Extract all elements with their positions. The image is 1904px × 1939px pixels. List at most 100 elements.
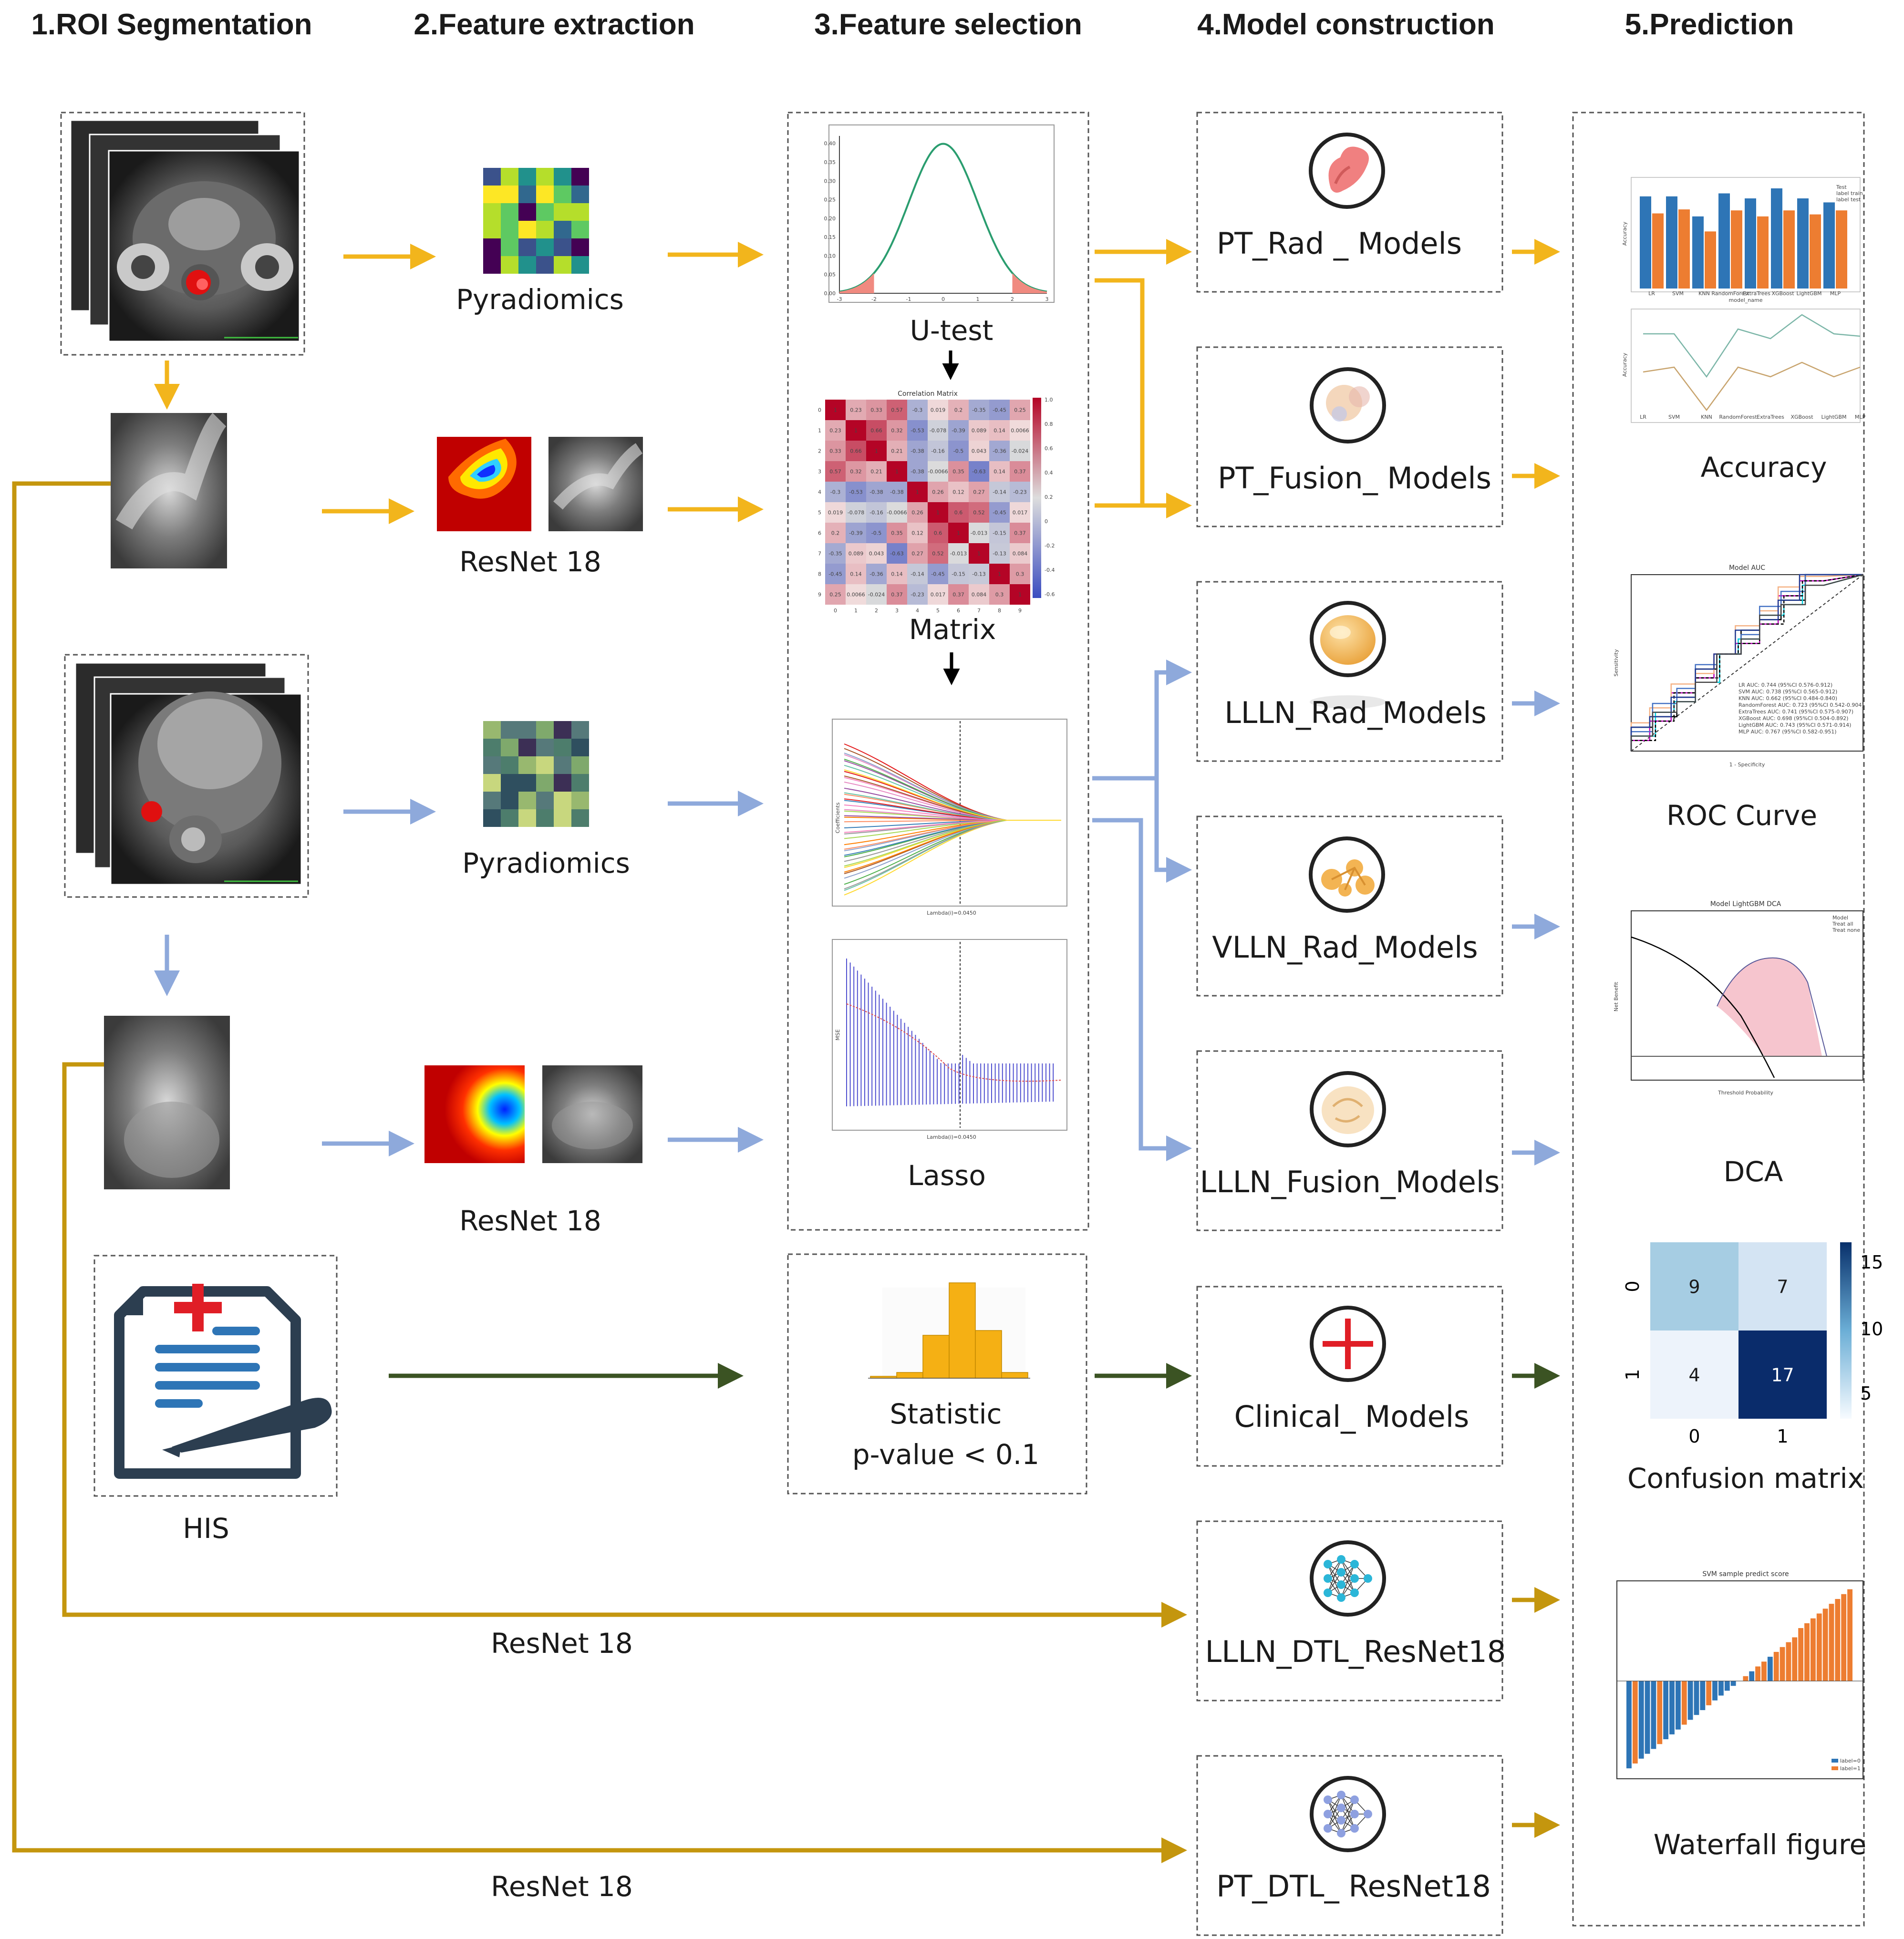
corr-cell — [825, 461, 846, 482]
statistic-label: Statistic — [890, 1398, 1002, 1430]
corr-cell-value: 0.52 — [973, 510, 985, 516]
nn-node — [1350, 1824, 1359, 1833]
corr-cell — [928, 564, 948, 584]
corr-cell-value: -0.3 — [830, 489, 840, 495]
cm-cell-value: 4 — [1688, 1365, 1700, 1386]
roc-legend-entry: KNN AUC: 0.662 (95%CI 0.484-0.840) — [1738, 695, 1837, 701]
corr-cell — [948, 502, 969, 523]
corr-cell — [846, 482, 866, 502]
corr-cell — [948, 482, 969, 502]
corr-cell — [989, 482, 1010, 502]
nn-node — [1350, 1810, 1359, 1818]
mosaic-cell — [501, 256, 518, 274]
corr-cell-value: 0.14 — [993, 469, 1005, 475]
nn-node — [1324, 1588, 1332, 1597]
utest-x-tick: 3 — [1045, 296, 1049, 302]
mosaic-cell — [571, 809, 589, 827]
cm-colorbar-tick: 15 — [1860, 1252, 1883, 1273]
mosaic-cell — [483, 203, 501, 221]
corr-cell-value: -0.16 — [869, 510, 883, 516]
nn-edge — [1327, 1799, 1342, 1834]
corr-cell — [969, 441, 989, 461]
corr-cell — [866, 543, 887, 564]
model-box-vlln-rad — [1196, 815, 1503, 997]
dca-treat-all — [1631, 936, 1775, 1078]
corr-cell — [989, 400, 1010, 420]
acc-line-xtick: LightGBM — [1821, 414, 1846, 420]
corr-cell — [846, 543, 866, 564]
cm-cell — [1738, 1330, 1827, 1419]
acc-bar-xlabel: model_name — [1729, 297, 1763, 303]
header-roi-segmentation: 1.ROI Segmentation — [31, 8, 312, 41]
corr-cell — [846, 461, 866, 482]
mosaic-cell — [554, 739, 571, 756]
lasso-coef-path — [844, 820, 1061, 866]
mosaic-cell — [518, 221, 536, 238]
corr-cell — [1010, 543, 1030, 564]
corr-cell — [866, 564, 887, 584]
corr-cell-value: -0.53 — [849, 489, 862, 495]
corr-cell — [969, 584, 989, 605]
corr-y-tick: 2 — [818, 448, 821, 454]
corr-cell — [907, 502, 928, 523]
corr-cell — [825, 523, 846, 543]
lasso-xlabel-top: Lambda(i)=0.0450 — [927, 910, 976, 916]
acc-line-xtick: ExtraTrees — [1757, 414, 1784, 420]
corr-cell — [928, 461, 948, 482]
waterfall-bar — [1755, 1666, 1761, 1681]
corr-cell — [887, 502, 907, 523]
corr-y-tick: 1 — [818, 428, 821, 434]
corr-cell-value: -0.13 — [993, 551, 1006, 557]
corr-cell-value: 0.089 — [849, 551, 864, 557]
waterfall-bar — [1798, 1628, 1804, 1681]
corr-cell — [948, 420, 969, 441]
corr-cell-value: -0.0066 — [887, 510, 907, 516]
mosaic-cell — [483, 256, 501, 274]
matrix-label: Matrix — [909, 613, 996, 646]
corr-cell-value: 0.21 — [870, 469, 882, 475]
corr-cell-value: -0.36 — [869, 571, 883, 578]
mosaic-cell — [501, 774, 518, 792]
waterfall-bar — [1626, 1681, 1632, 1769]
mosaic-cell — [501, 809, 518, 827]
nn-node — [1364, 1810, 1372, 1818]
waterfall-legend-label-0: label=0 — [1840, 1758, 1861, 1764]
utest-curve-plot: 0.00 0.05 0.10 0.15 0.20 0.25 0.30 0.35 0.40 -3 -2… — [824, 124, 1055, 303]
corr-cell-value: 0.33 — [870, 407, 882, 413]
utest-x-tick: -2 — [871, 296, 877, 302]
corr-cell-value: 0.37 — [952, 592, 964, 598]
corr-x-tick: 3 — [895, 608, 899, 614]
corr-cell — [887, 482, 907, 502]
corr-cell-value: 0.043 — [869, 551, 884, 557]
roc-title: Model AUC — [1729, 564, 1765, 572]
corr-cell-value: -0.23 — [1013, 489, 1026, 495]
arrow-to-llln-fusion — [1092, 818, 1192, 1161]
corr-cell — [846, 523, 866, 543]
corr-cell-value: 0.2 — [954, 407, 963, 413]
corr-cell-value: 0.25 — [829, 592, 841, 598]
corr-cell-value: 0.0066 — [847, 592, 865, 598]
cm-colorbar — [1840, 1242, 1852, 1419]
corr-cell — [825, 564, 846, 584]
corr-cell-value: -0.024 — [1012, 448, 1028, 454]
corr-cell-value: -0.3 — [912, 407, 922, 413]
corr-x-tick: 1 — [854, 608, 858, 614]
corr-cell — [948, 564, 969, 584]
cm-col-label: 0 — [1688, 1426, 1700, 1447]
mosaic-cell — [571, 238, 589, 256]
path-label-pt-resnet: ResNet 18 — [491, 1870, 633, 1903]
corr-cell — [866, 482, 887, 502]
statistic-histogram — [868, 1282, 1030, 1379]
waterfall-bar — [1706, 1681, 1712, 1705]
mosaic-cell — [483, 186, 501, 203]
waterfall-bar — [1792, 1637, 1798, 1681]
corr-cell-value: -0.63 — [890, 551, 903, 557]
dca-ylabel: Net Benefit — [1613, 981, 1619, 1011]
waterfall-bar — [1645, 1681, 1650, 1754]
header-feature-selection: 3.Feature selection — [814, 8, 1082, 41]
corr-y-tick: 6 — [818, 530, 821, 536]
nn-node — [1350, 1574, 1359, 1583]
path-pt-crop-to-pt-dtl — [12, 481, 1187, 1863]
corr-x-tick: 0 — [834, 608, 837, 614]
